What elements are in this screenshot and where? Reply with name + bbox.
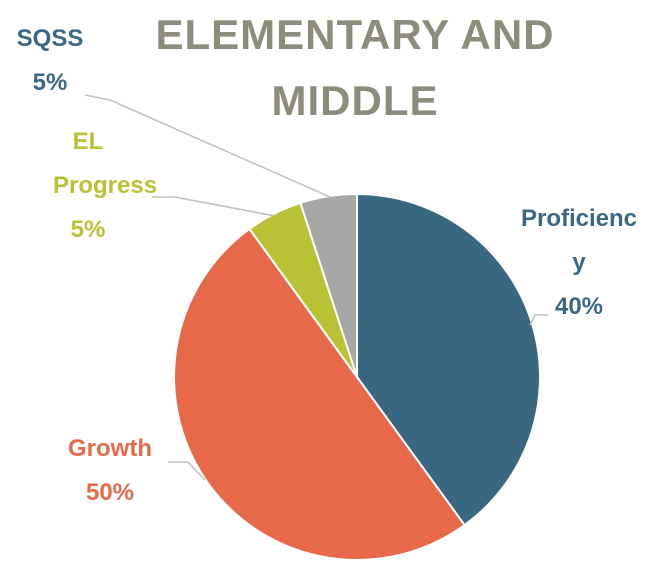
- leader-line: [529, 314, 548, 326]
- data-label: EL Progress 5%: [18, 120, 158, 252]
- data-label: SQSS 5%: [0, 17, 100, 105]
- label-value: 50%: [85, 479, 135, 506]
- label-name: SQSS: [16, 25, 84, 52]
- leader-line: [168, 461, 206, 481]
- label-value: 5%: [70, 216, 106, 243]
- label-name: EL Progress: [53, 128, 158, 199]
- label-name: Proficiency: [520, 205, 638, 276]
- pie-slice: [173, 227, 466, 561]
- label-value: 40%: [554, 293, 604, 320]
- pie-slice: [356, 192, 541, 527]
- leader-line: [84, 94, 331, 198]
- data-label: Growth 50%: [40, 427, 180, 515]
- label-name: Growth: [68, 435, 152, 462]
- leader-line: [152, 196, 276, 217]
- chart-title: ELEMENTARY AND MIDDLE: [155, 11, 555, 124]
- label-value: 5%: [32, 69, 68, 96]
- data-label: Proficiency 40%: [515, 197, 643, 329]
